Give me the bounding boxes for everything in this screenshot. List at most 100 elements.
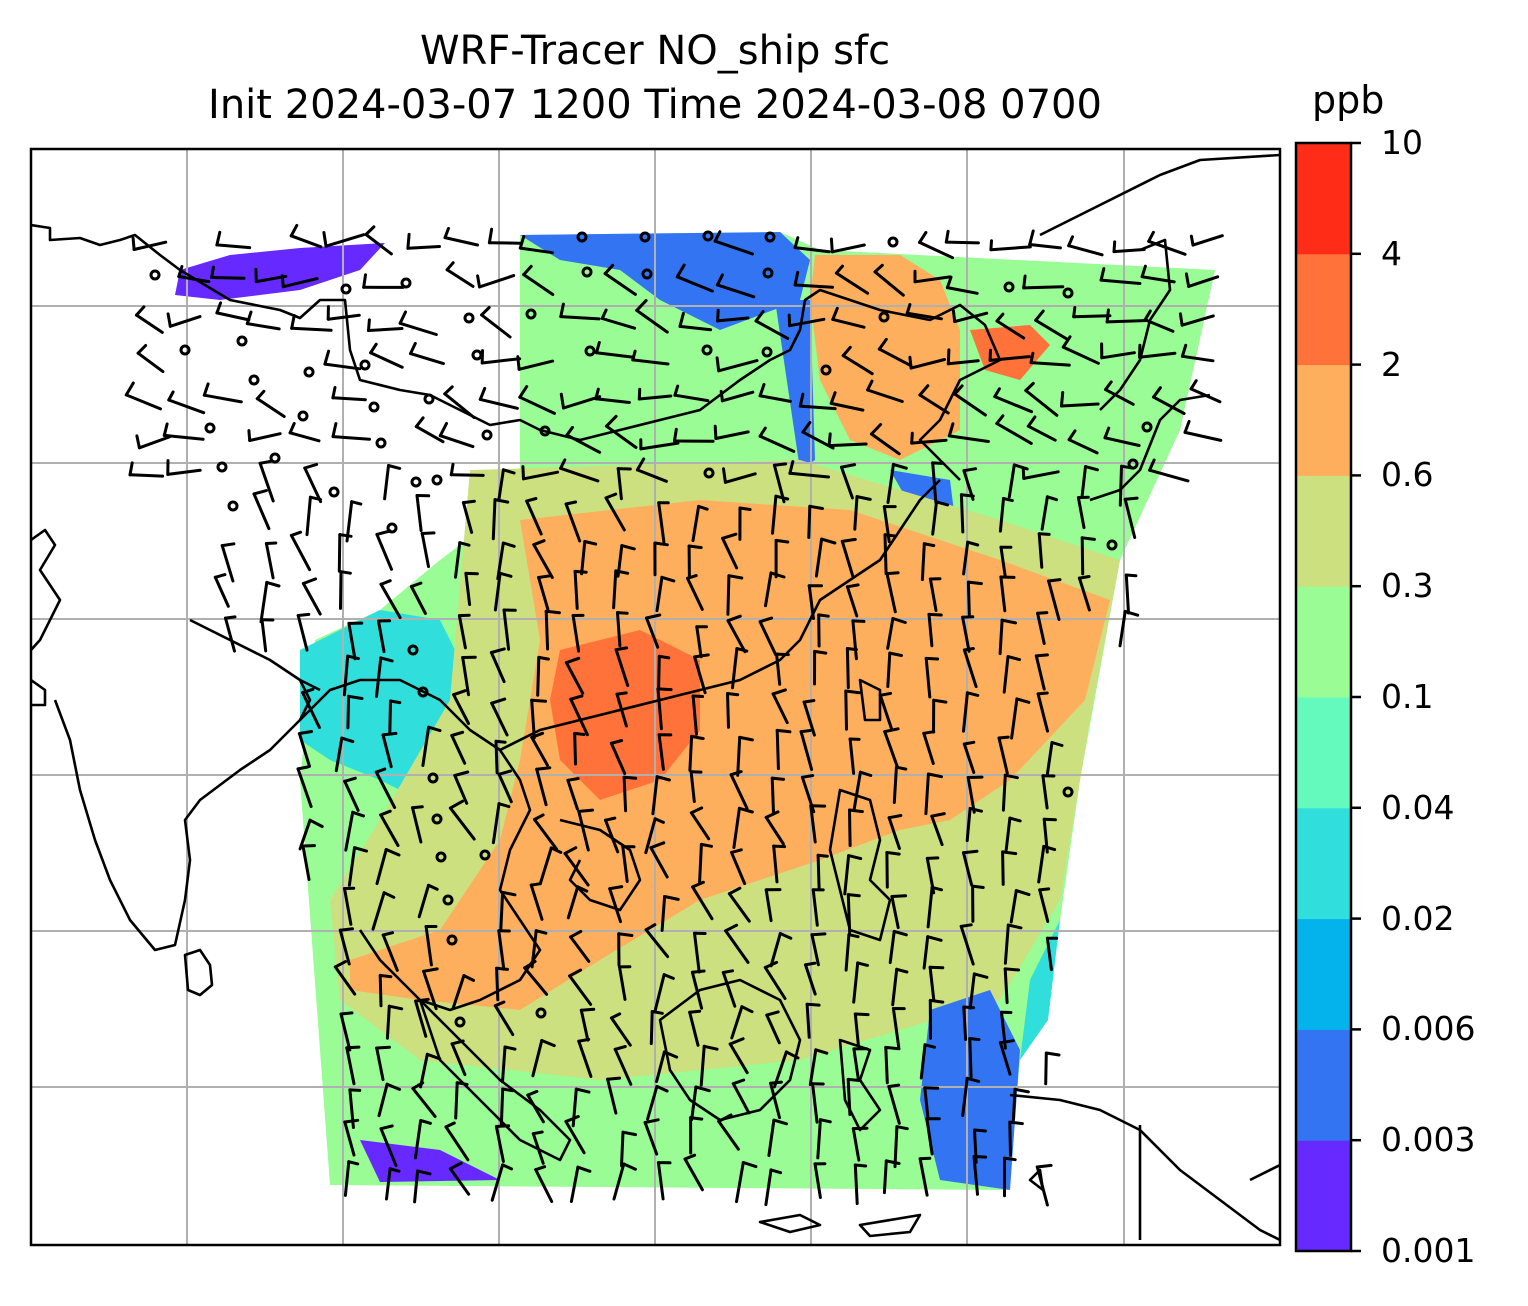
wind-barb <box>763 960 787 1000</box>
wind-barb <box>721 969 737 1008</box>
wind-barb <box>600 308 637 330</box>
calm-wind-circle <box>204 422 216 434</box>
wind-barb <box>1124 573 1138 615</box>
calm-wind-circle <box>761 346 773 358</box>
colorbar-tick-label: 4 <box>1381 233 1402 273</box>
wind-barb <box>1152 386 1186 415</box>
wind-barb <box>615 691 628 728</box>
wind-barb <box>919 1043 936 1080</box>
wind-barb <box>609 739 627 775</box>
calm-wind-circle <box>446 934 458 946</box>
wind-barb <box>968 1037 981 1079</box>
wind-barb <box>683 1153 704 1192</box>
wind-barb <box>213 573 230 608</box>
colorbar-tick-label: 2 <box>1381 344 1402 384</box>
wind-barb <box>378 973 393 1008</box>
wind-barb <box>362 273 405 289</box>
wind-barb <box>645 613 662 649</box>
wind-barb <box>490 1163 513 1202</box>
wind-barb <box>635 299 669 334</box>
wind-barb <box>1105 308 1149 324</box>
field-blue-south <box>920 990 1020 1190</box>
colorbar-tick-label: 10 <box>1381 123 1423 162</box>
coastline-timor <box>758 1213 822 1234</box>
colorbar-tick-label: 0.006 <box>1381 1009 1476 1049</box>
wind-barb <box>930 812 946 847</box>
wind-barb <box>719 389 755 403</box>
wind-barb <box>521 465 560 481</box>
wind-barb <box>259 580 281 624</box>
wind-barb <box>162 422 205 441</box>
wind-barb <box>998 497 1014 533</box>
wind-barb <box>1036 611 1049 645</box>
colorbar-segment <box>1296 143 1351 255</box>
wind-barb <box>1010 697 1031 740</box>
wind-barb <box>343 886 356 926</box>
wind-barb <box>594 387 631 404</box>
wind-barb <box>931 461 944 505</box>
wind-barb <box>1003 967 1021 1005</box>
calm-wind-circle <box>400 277 412 289</box>
wind-barb <box>518 385 556 415</box>
wind-barb <box>290 314 333 332</box>
wind-barb <box>764 571 786 608</box>
wind-barb <box>924 772 943 816</box>
wind-barb <box>280 274 319 289</box>
wind-barb <box>124 381 162 411</box>
wind-barb <box>885 571 900 614</box>
colorbar-frame <box>1294 141 1353 1253</box>
calm-wind-circle <box>407 644 419 656</box>
wind-barb <box>453 770 470 805</box>
wind-barb <box>489 647 506 684</box>
wind-barb <box>616 467 632 501</box>
wind-barb <box>687 544 703 578</box>
wind-barb <box>798 392 837 411</box>
wind-barb <box>573 731 586 766</box>
colorbar-segment <box>1296 697 1351 809</box>
coastline-island-small <box>1249 1163 1280 1182</box>
colorbar-segment <box>1296 475 1351 587</box>
wind-barb <box>476 274 516 289</box>
wind-barb <box>1037 844 1057 884</box>
wind-barb <box>502 608 517 651</box>
calm-wind-circle <box>463 312 475 324</box>
wind-barb <box>448 799 476 841</box>
wind-barb <box>774 538 790 579</box>
wind-barb <box>695 625 708 659</box>
calm-wind-circle <box>584 345 596 357</box>
wind-barb <box>877 337 913 368</box>
colorbar-segment <box>1296 918 1351 1030</box>
wind-barb <box>381 931 399 972</box>
wind-barb <box>829 391 865 412</box>
coastlines <box>31 153 1280 1242</box>
wind-barb <box>715 356 759 373</box>
wind-barb <box>603 263 637 296</box>
wind-barb <box>962 691 980 733</box>
wind-barb <box>817 613 830 648</box>
wind-barb <box>260 618 275 653</box>
wind-barb <box>775 652 790 686</box>
calm-wind-circle <box>703 467 715 479</box>
coastline-himalaya <box>189 618 321 692</box>
wind-barb <box>566 885 589 920</box>
wind-barb <box>989 239 1032 252</box>
wind-barb <box>563 846 590 887</box>
wind-barb <box>653 973 675 1012</box>
wind-barb <box>770 776 786 815</box>
wind-barb <box>853 495 872 531</box>
map-frame <box>29 147 1282 1247</box>
wind-barb <box>853 1163 868 1205</box>
calm-wind-circle <box>303 366 315 378</box>
calm-wind-circle <box>1141 421 1153 433</box>
calm-wind-circle <box>236 335 248 347</box>
wind-barb <box>961 615 975 653</box>
wind-barb <box>997 735 1010 775</box>
wind-barb <box>177 265 211 284</box>
wind-barb <box>445 261 475 288</box>
wind-barb <box>166 459 202 476</box>
wind-barb <box>807 504 824 539</box>
wind-barb <box>660 895 680 932</box>
wind-barb <box>461 655 477 697</box>
wind-barb <box>713 424 750 440</box>
wind-barb <box>769 932 793 968</box>
